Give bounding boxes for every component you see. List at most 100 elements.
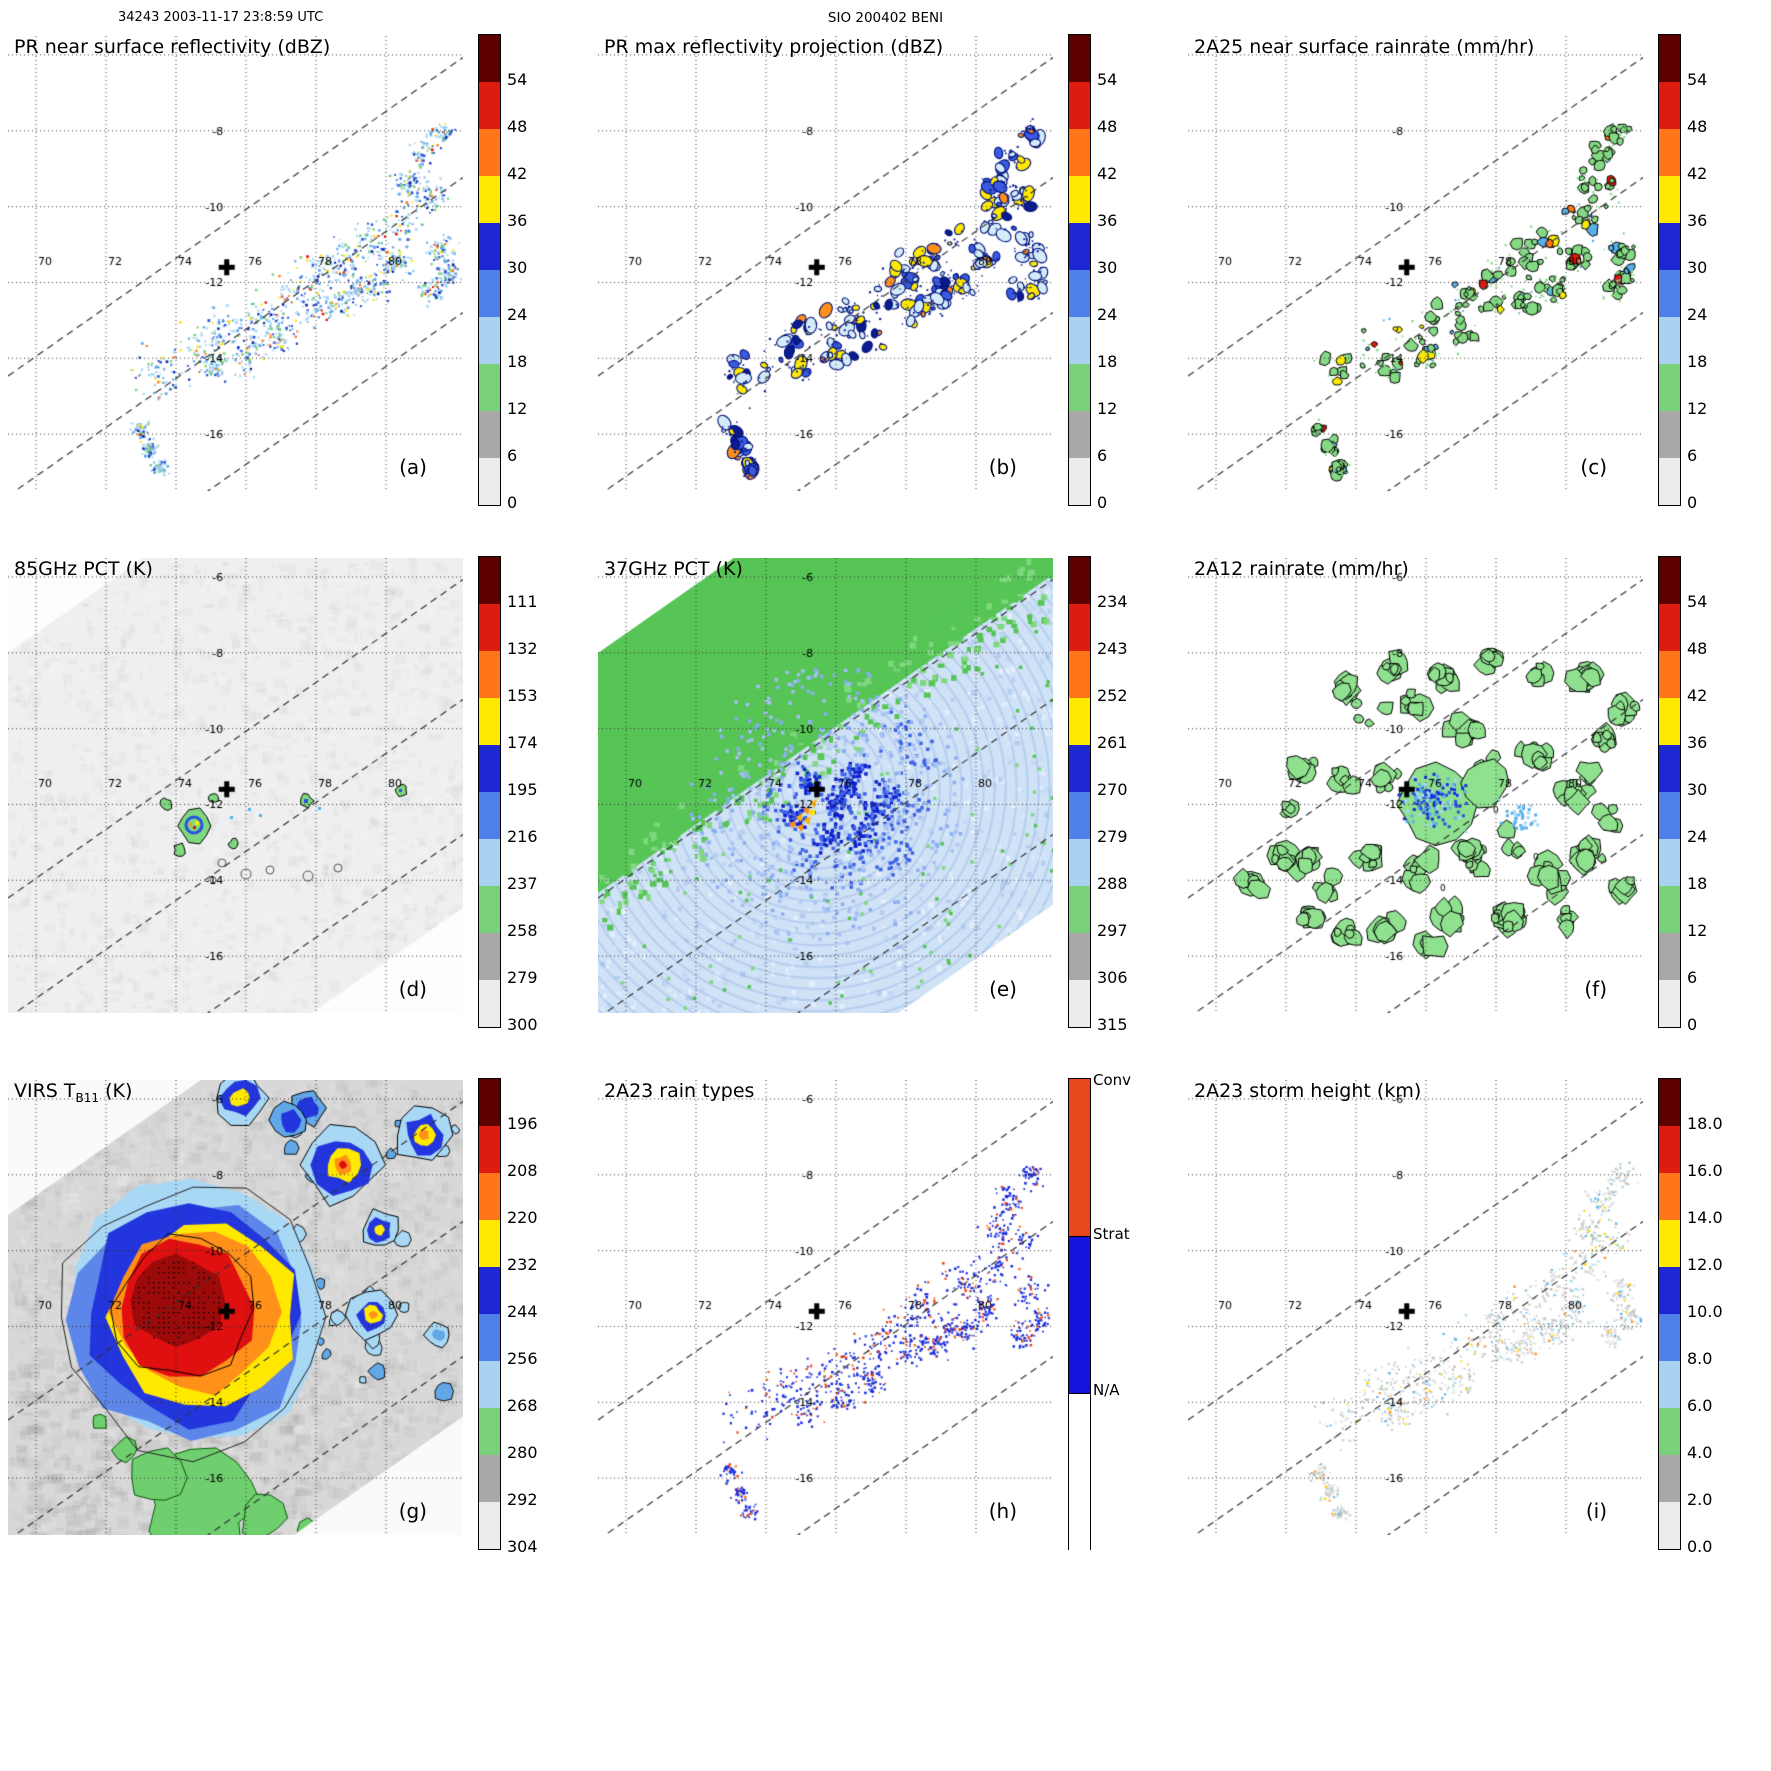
colorbar-segment [1069, 651, 1090, 698]
colorbar-tick: 36 [1097, 211, 1118, 230]
raintype-label: Strat [1093, 1224, 1130, 1243]
colorbar-g: 196 208 220 232 244 256 268 280 292 304 [478, 1078, 588, 1558]
colorbar-tick: 244 [507, 1302, 538, 1321]
colorbar-tick: 195 [507, 780, 538, 799]
panel-g: VIRS TB11 (K) (g) 196 208 220 232 244 256 268 2… [0, 1072, 590, 1594]
colorbar-tick: 297 [1097, 921, 1128, 940]
colorbar-tick: 12 [507, 399, 528, 418]
colorbar-tick: 0 [507, 493, 518, 512]
panel-title: PR near surface reflectivity (dBZ) [14, 36, 331, 58]
colorbar-segment [479, 651, 500, 698]
colorbar-tick: 174 [507, 733, 538, 752]
colorbar-tick: 252 [1097, 686, 1128, 705]
panel-letter: (c) [1580, 455, 1607, 479]
raintype-segment-na [1069, 1393, 1090, 1551]
map-a: PR near surface reflectivity (dBZ) (a) [8, 36, 463, 491]
colorbar-tick: 54 [1687, 592, 1708, 611]
panel-title: 2A23 storm height (km) [1194, 1080, 1422, 1102]
colorbar-segment [479, 1502, 500, 1549]
colorbar-segment [1659, 839, 1680, 886]
colorbar-segment [1659, 1126, 1680, 1173]
colorbar-tick: 36 [1687, 733, 1708, 752]
colorbar-segment [1659, 129, 1680, 176]
colorbar-tick: 237 [507, 874, 538, 893]
colorbar-segment [1659, 364, 1680, 411]
panel-title: 2A23 rain types [604, 1080, 755, 1102]
colorbar-tick: 220 [507, 1208, 538, 1227]
colorbar-segment [479, 604, 500, 651]
colorbar-tick: 54 [1097, 70, 1118, 89]
colorbar-tick: 12 [1687, 399, 1708, 418]
colorbar-segment [1659, 82, 1680, 129]
colorbar-segment [1659, 745, 1680, 792]
colorbar-tick: 48 [1687, 639, 1708, 658]
colorbar-segment [1069, 886, 1090, 933]
colorbar-segment [1069, 745, 1090, 792]
colorbar-bar [1658, 1078, 1681, 1550]
colorbar-tick: 256 [507, 1349, 538, 1368]
colorbar-tick: 6 [1687, 446, 1698, 465]
panel-letter: (d) [398, 977, 427, 1001]
colorbar-segment [1659, 886, 1680, 933]
panel-letter: (i) [1585, 1499, 1607, 1523]
colorbar-segment [479, 886, 500, 933]
colorbar-segment [479, 1126, 500, 1173]
map-canvas-d [8, 558, 463, 1013]
colorbar-tick: 261 [1097, 733, 1128, 752]
colorbar-segment [1659, 270, 1680, 317]
colorbar-segment [479, 1361, 500, 1408]
colorbar-segment [1069, 792, 1090, 839]
colorbar-segment [1659, 1220, 1680, 1267]
colorbar-segment [479, 129, 500, 176]
colorbar-d: 111 132 153 174 195 216 237 258 279 300 [478, 556, 588, 1036]
colorbar-segment [479, 270, 500, 317]
colorbar-bar [478, 34, 501, 506]
colorbar-segment [1069, 129, 1090, 176]
colorbar-tick: 6.0 [1687, 1396, 1713, 1415]
panel-d: 85GHz PCT (K) (d) 111 132 153 174 195 216 237 2… [0, 550, 590, 1072]
colorbar-bar [1658, 34, 1681, 506]
colorbar-segment [1659, 557, 1680, 604]
colorbar-segment [1659, 1502, 1680, 1549]
panel-title: 85GHz PCT (K) [14, 558, 153, 580]
colorbar-segment [1659, 35, 1680, 82]
colorbar-segment [1659, 1267, 1680, 1314]
colorbar-segment [1659, 792, 1680, 839]
colorbar-segment [1659, 651, 1680, 698]
colorbar-segment [1069, 411, 1090, 458]
colorbar-segment [479, 458, 500, 505]
colorbar-tick: 24 [1687, 827, 1708, 846]
map-canvas-c [1188, 36, 1643, 491]
colorbar-bar [1068, 34, 1091, 506]
colorbar-tick: 30 [507, 258, 528, 277]
colorbar-tick: 243 [1097, 639, 1128, 658]
map-i: 2A23 storm height (km) (i) [1188, 1080, 1643, 1535]
colorbar-raintypes: Conv Strat N/A [1068, 1073, 1178, 1558]
colorbar-segment [1659, 1173, 1680, 1220]
map-canvas-h [598, 1080, 1053, 1535]
panel-title: VIRS TB11 (K) [14, 1080, 133, 1105]
storm-id-header: SIO 200402 BENI [827, 10, 944, 26]
colorbar-segment [479, 1455, 500, 1502]
colorbar-tick: 18 [1097, 352, 1118, 371]
colorbar-tick: 196 [507, 1114, 538, 1133]
colorbar-tick: 16.0 [1687, 1161, 1723, 1180]
colorbar-segment [1659, 933, 1680, 980]
colorbar-segment [479, 1079, 500, 1126]
colorbar-tick: 304 [507, 1537, 538, 1556]
map-e: 37GHz PCT (K) (e) [598, 558, 1053, 1013]
colorbar-segment [479, 411, 500, 458]
panel-c: 2A25 near surface rainrate (mm/hr) (c) 5… [1180, 28, 1770, 550]
raintype-segment-conv [1069, 1079, 1090, 1236]
colorbar-tick: 279 [1097, 827, 1128, 846]
panel-grid: PR near surface reflectivity (dBZ) (a) 5… [0, 28, 1770, 1594]
colorbar-segment [479, 35, 500, 82]
panel-title: 37GHz PCT (K) [604, 558, 743, 580]
colorbar-segment [479, 1408, 500, 1455]
colorbar-tick: 279 [507, 968, 538, 987]
colorbar-tick: 48 [1687, 117, 1708, 136]
panel-title: 2A25 near surface rainrate (mm/hr) [1194, 36, 1535, 58]
colorbar-tick: 24 [1687, 305, 1708, 324]
colorbar-segment [1069, 82, 1090, 129]
